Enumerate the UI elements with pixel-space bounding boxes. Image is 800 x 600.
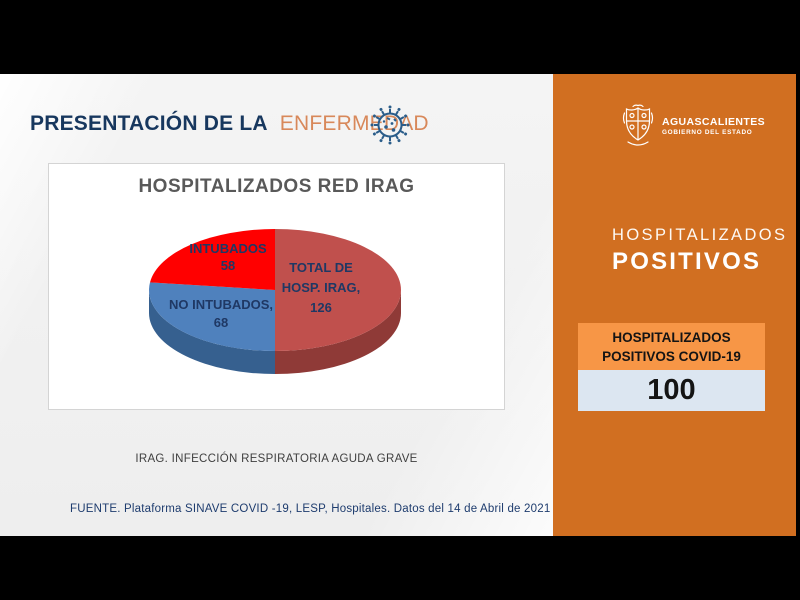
bottom-letterbox-bar bbox=[0, 536, 800, 600]
stat-card: HOSPITALIZADOS POSITIVOS COVID-19 100 bbox=[578, 323, 765, 411]
sidebar-panel: AGUASCALIENTES GOBIERNO DEL ESTADO HOSPI… bbox=[553, 74, 796, 536]
pie-label-no-intubados-value: 68 bbox=[214, 315, 228, 330]
stat-card-title-line2: POSITIVOS COVID-19 bbox=[602, 348, 741, 364]
sidebar-heading-line1: HOSPITALIZADOS bbox=[612, 226, 788, 244]
pie-slice-intubados bbox=[150, 229, 275, 290]
irag-definition-note: IRAG. INFECCIÓN RESPIRATORIA AGUDA GRAVE bbox=[135, 453, 418, 465]
pie-slice-no-intubados bbox=[149, 282, 275, 351]
pie-label-total-2: HOSP. IRAG, bbox=[282, 280, 361, 295]
pie-side-total bbox=[275, 290, 401, 374]
virus-icon bbox=[370, 105, 410, 145]
logo-name: AGUASCALIENTES bbox=[662, 116, 766, 128]
stat-card-title: HOSPITALIZADOS POSITIVOS COVID-19 bbox=[578, 323, 765, 370]
pie-label-intubados-value: 58 bbox=[221, 258, 235, 273]
page-title-accent: ENFERMEDAD bbox=[279, 112, 429, 135]
right-letterbox-bar bbox=[796, 74, 800, 536]
pie-label-total-value: 126 bbox=[310, 300, 332, 315]
sidebar-heading: HOSPITALIZADOS POSITIVOS bbox=[612, 226, 787, 276]
coat-of-arms-icon bbox=[622, 104, 654, 146]
chart-title: HOSPITALIZADOS RED IRAG bbox=[138, 176, 415, 197]
pie-chart: INTUBADOS 58 NO INTUBADOS, 68 TOTAL DE H… bbox=[149, 229, 401, 374]
sidebar-heading-line2: POSITIVOS bbox=[612, 248, 762, 275]
page-title-main: PRESENTACIÓN DE LA bbox=[30, 112, 268, 135]
logo-subtitle: GOBIERNO DEL ESTADO bbox=[662, 129, 753, 136]
stat-card-value: 100 bbox=[578, 370, 765, 411]
pie-label-intubados: INTUBADOS bbox=[189, 241, 267, 256]
page-title: PRESENTACIÓN DE LA ENFERMEDAD bbox=[30, 112, 429, 136]
pie-label-no-intubados: NO INTUBADOS, bbox=[169, 297, 273, 312]
content-panel: PRESENTACIÓN DE LA ENFERMEDAD bbox=[0, 74, 553, 536]
pie-side-no-intubados bbox=[149, 290, 275, 374]
source-note: FUENTE. Plataforma SINAVE COVID -19, LES… bbox=[70, 503, 551, 515]
pie-slice-total bbox=[275, 229, 401, 351]
chart-card: INTUBADOS 58 NO INTUBADOS, 68 TOTAL DE H… bbox=[48, 163, 505, 410]
logo-text: AGUASCALIENTES GOBIERNO DEL ESTADO bbox=[662, 116, 765, 136]
pie-label-total-1: TOTAL DE bbox=[289, 260, 353, 275]
top-letterbox-bar bbox=[0, 0, 800, 74]
aguascalientes-logo: AGUASCALIENTES GOBIERNO DEL ESTADO bbox=[621, 104, 765, 148]
stat-card-title-line1: HOSPITALIZADOS bbox=[612, 330, 731, 345]
